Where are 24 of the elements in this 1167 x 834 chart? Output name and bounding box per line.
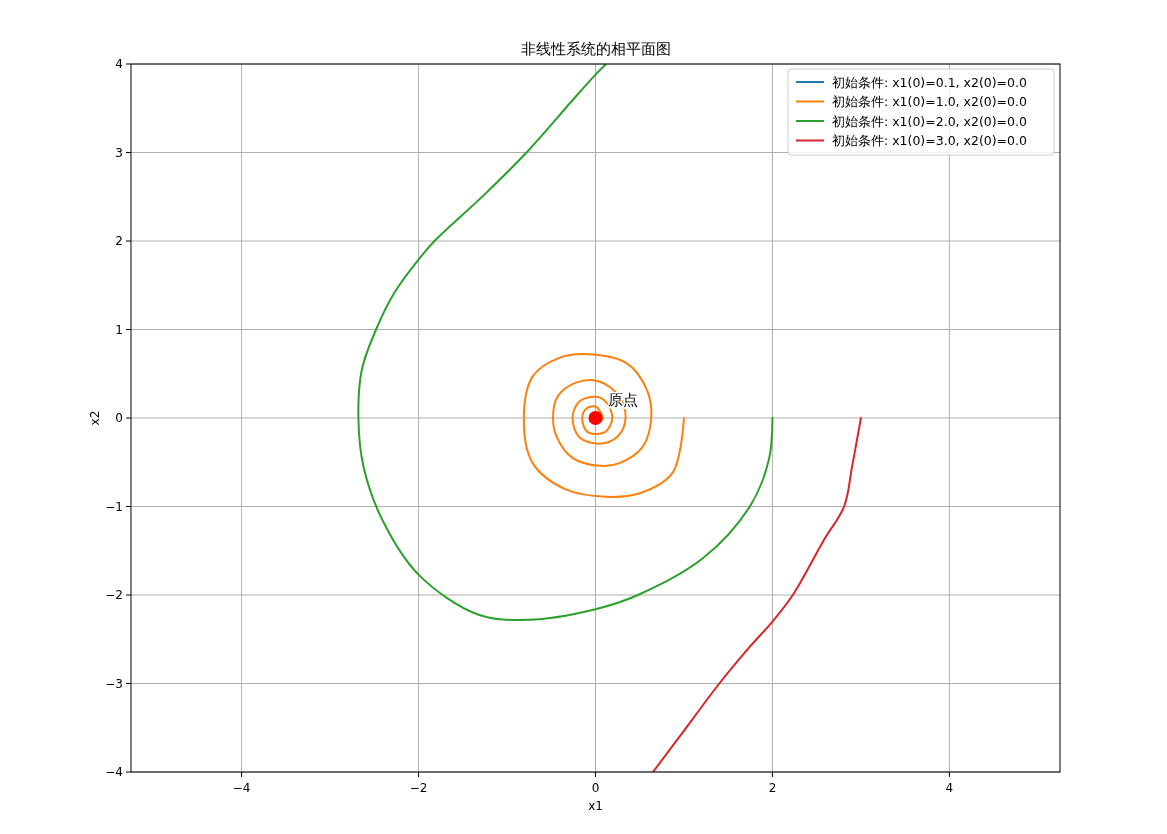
y-tick-label: 0 — [115, 411, 123, 425]
x-axis-title: x1 — [588, 799, 603, 813]
y-tick-label: −3 — [105, 676, 123, 691]
x-tick-label: 4 — [945, 781, 954, 795]
y-axis-title: x2 — [88, 410, 102, 426]
legend-label: 初始条件: x1(0)=0.1, x2(0)=0.0 — [832, 74, 1027, 90]
y-tick-label: 2 — [115, 234, 123, 248]
legend-label: 初始条件: x1(0)=1.0, x2(0)=0.0 — [832, 94, 1027, 109]
line-series — [522, 353, 685, 498]
x-tick-label: −2 — [409, 781, 428, 795]
x-tick-label: 0 — [591, 781, 600, 795]
line-series — [357, 64, 774, 621]
y-tick-label: 4 — [115, 57, 123, 71]
y-tick-label: 3 — [115, 145, 123, 160]
y-tick-label: −2 — [105, 588, 123, 602]
y-tick-label: 1 — [115, 322, 123, 337]
legend-label: 初始条件: x1(0)=3.0, x2(0)=0.0 — [832, 133, 1027, 148]
x-tick-label: 2 — [768, 781, 777, 795]
chart-title: 非线性系统的相平面图 — [520, 40, 671, 58]
x-tick-label: −4 — [232, 781, 251, 795]
y-tick-label: −4 — [105, 765, 123, 779]
line-series — [652, 417, 862, 772]
legend-label: 初始条件: x1(0)=2.0, x2(0)=0.0 — [832, 113, 1027, 129]
y-tick-label: −1 — [105, 499, 123, 514]
